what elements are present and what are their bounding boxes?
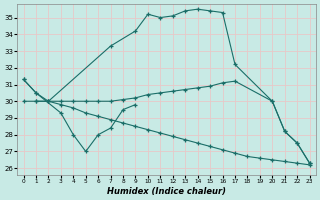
X-axis label: Humidex (Indice chaleur): Humidex (Indice chaleur) [107,187,226,196]
